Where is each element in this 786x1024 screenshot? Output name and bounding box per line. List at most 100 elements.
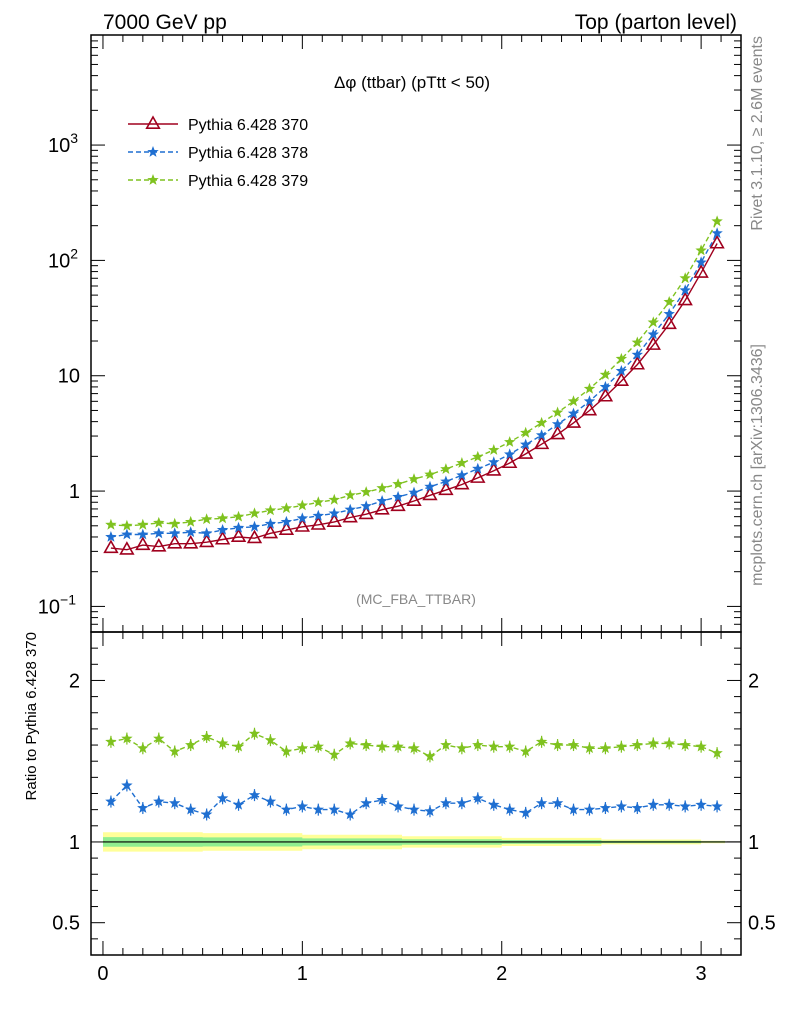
ratio-series-1-point bbox=[169, 745, 181, 757]
main-series-1-point bbox=[488, 456, 500, 467]
main-series-2-point bbox=[185, 515, 197, 527]
ratio-series-1-point bbox=[663, 737, 675, 749]
xtick-label: 0 bbox=[97, 963, 108, 985]
ratio-series-0-point bbox=[137, 802, 149, 813]
plot-title: Δφ (ttbar) (pTtt < 50) bbox=[334, 73, 490, 92]
ratio-series-0-point bbox=[424, 805, 436, 817]
main-series-1-point bbox=[121, 528, 133, 540]
main-series-2-point bbox=[520, 426, 532, 438]
ratio-series-1-point bbox=[456, 742, 468, 754]
ratio-series-1-point bbox=[264, 734, 277, 746]
ratio-series-0-point bbox=[535, 797, 548, 808]
legend-label: Pythia 6.428 379 bbox=[188, 173, 308, 190]
main-series-2-point bbox=[504, 436, 516, 447]
main-series-0-point bbox=[198, 533, 215, 548]
main-series-2-point bbox=[232, 510, 245, 522]
main-series-0-point bbox=[645, 336, 661, 350]
ratio-series-0-point bbox=[264, 795, 277, 807]
ratio-series-0-point bbox=[504, 803, 516, 815]
ratio-series-0-point bbox=[312, 803, 324, 815]
main-series-1-point bbox=[376, 495, 388, 506]
ratio-series-0-point bbox=[567, 803, 580, 815]
main-series-1-point bbox=[695, 256, 707, 268]
xtick-label: 3 bbox=[696, 963, 707, 985]
main-series-1-point bbox=[535, 429, 548, 441]
main-series-0-point bbox=[278, 521, 295, 535]
main-series-2-point bbox=[105, 518, 117, 530]
main-series-0-point bbox=[422, 486, 438, 501]
ratio-series-1-point bbox=[615, 740, 628, 752]
main-series-2-point bbox=[567, 395, 580, 407]
main-series-1-point bbox=[137, 528, 149, 540]
legend-marker bbox=[145, 115, 161, 129]
main-series-1-point bbox=[344, 503, 356, 515]
ratio-series-0-point bbox=[169, 797, 181, 808]
main-series-2-point bbox=[488, 444, 500, 455]
legend-marker bbox=[147, 146, 159, 157]
main-series-2-point bbox=[535, 416, 548, 428]
main-series-2-point bbox=[647, 316, 659, 328]
ratio-series-1-point bbox=[472, 739, 484, 750]
main-series-0-point bbox=[167, 535, 183, 549]
main-series-0-point bbox=[438, 481, 454, 496]
main-series-1-point bbox=[328, 507, 340, 519]
main-series-0-point bbox=[533, 435, 550, 450]
main-series-1-point bbox=[392, 490, 404, 502]
ratio-series-1-point bbox=[153, 732, 165, 744]
ratio-ylabel: Ratio to Pythia 6.428 370 bbox=[23, 632, 40, 800]
main-series-0-point bbox=[454, 475, 470, 490]
main-series-0-point bbox=[581, 401, 598, 416]
main-series-1-point bbox=[631, 348, 643, 360]
main-ytick-label: 103 bbox=[48, 130, 78, 157]
main-series-1-point bbox=[551, 418, 564, 430]
main-series-2-point bbox=[631, 336, 643, 348]
ratio-series-1-point bbox=[647, 737, 659, 749]
ratio-series-0-point bbox=[344, 808, 356, 820]
main-series-1-point bbox=[647, 328, 659, 340]
main-series-0-point bbox=[677, 291, 693, 306]
main-series-2-point bbox=[328, 493, 340, 505]
ratio-series-1-point bbox=[280, 745, 293, 757]
ratio-series-0-point bbox=[408, 803, 420, 815]
main-series-2-point bbox=[551, 406, 564, 418]
main-series-0-point bbox=[103, 539, 119, 554]
ratio-series-0-point bbox=[520, 806, 532, 818]
ratio-series-1-point bbox=[583, 742, 596, 754]
ratio-ytick-label-left: 0.5 bbox=[52, 913, 80, 935]
main-series-1-point bbox=[312, 509, 324, 521]
ratio-series-0-point bbox=[392, 800, 404, 812]
ratio-series-1-point bbox=[312, 740, 324, 752]
main-axes: 10−1 1 10 102 103 bbox=[38, 34, 742, 633]
main-series-1-point bbox=[456, 469, 468, 481]
main-series-0-point bbox=[470, 469, 486, 483]
main-series-2-point bbox=[440, 463, 452, 474]
main-series-0-point bbox=[517, 445, 534, 459]
ratio-series-0-point bbox=[615, 800, 628, 812]
main-series-2-point bbox=[599, 368, 612, 380]
ratio-series-0-point bbox=[121, 779, 133, 791]
main-series-1-point bbox=[264, 517, 277, 529]
ratio-series-1-point bbox=[535, 735, 548, 747]
main-series-0-point bbox=[310, 516, 326, 530]
main-series-2-point bbox=[169, 517, 181, 529]
main-series-2-point bbox=[296, 499, 309, 511]
ratio-series-0-point bbox=[105, 795, 117, 807]
legend-marker bbox=[147, 174, 159, 185]
ratio-series-1-point bbox=[360, 739, 372, 750]
ratio-series-0-point bbox=[248, 789, 261, 800]
main-series-2-point bbox=[153, 516, 165, 528]
main-series-2-point bbox=[711, 215, 723, 227]
main-series-0-point bbox=[693, 264, 709, 278]
ratio-series-0-point bbox=[583, 803, 596, 815]
main-series-0-point bbox=[342, 508, 358, 523]
main-series-2-point bbox=[344, 489, 356, 501]
main-series-2-point bbox=[312, 496, 324, 508]
main-series-1-point bbox=[520, 438, 532, 450]
main-series-0-point bbox=[565, 414, 582, 428]
main-series-2-point bbox=[360, 486, 372, 497]
main-series-1-point bbox=[472, 462, 484, 474]
main-series-1-point bbox=[169, 527, 181, 539]
main-series-1-point bbox=[599, 380, 612, 392]
ratio-ytick-label-right: 0.5 bbox=[748, 913, 776, 935]
